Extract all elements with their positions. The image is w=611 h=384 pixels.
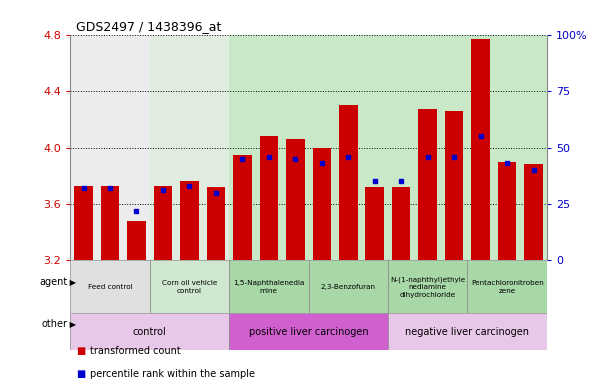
Bar [127,221,145,260]
Text: negative liver carcinogen: negative liver carcinogen [406,327,529,337]
Bar [419,109,437,260]
Bar [339,105,357,260]
Bar [286,139,305,260]
Bar [260,136,278,260]
Bar [70,260,150,313]
Bar [467,260,547,313]
Bar [388,35,467,260]
Bar [313,147,331,260]
Bar [207,187,225,260]
Bar [309,35,388,260]
Bar [229,260,309,313]
Bar [467,35,547,260]
Bar [365,187,384,260]
Bar [75,185,93,260]
Bar [101,185,119,260]
Text: other: other [41,319,67,329]
Text: ■: ■ [76,346,86,356]
Bar [70,313,229,350]
Bar [388,260,467,313]
Text: control: control [133,327,167,337]
Text: ■: ■ [76,369,86,379]
Bar [445,111,463,260]
Bar [150,35,229,260]
Bar [154,185,172,260]
Text: ▶: ▶ [67,320,76,329]
Bar [180,181,199,260]
Bar [233,155,252,260]
Text: GDS2497 / 1438396_at: GDS2497 / 1438396_at [76,20,222,33]
Bar [70,35,150,260]
Bar [229,313,388,350]
Text: transformed count: transformed count [90,346,181,356]
Bar [392,187,411,260]
Bar [472,39,490,260]
Bar [150,260,229,313]
Text: Pentachloronitroben
zene: Pentachloronitroben zene [470,280,544,294]
Text: ▶: ▶ [67,278,76,287]
Text: positive liver carcinogen: positive liver carcinogen [249,327,368,337]
Text: agent: agent [39,277,67,287]
Bar [524,164,543,260]
Text: 1,5-Naphthalenedia
mine: 1,5-Naphthalenedia mine [233,280,304,294]
Text: Feed control: Feed control [87,284,133,290]
Text: percentile rank within the sample: percentile rank within the sample [90,369,255,379]
Text: N-(1-naphthyl)ethyle
nediamine
dihydrochloride: N-(1-naphthyl)ethyle nediamine dihydroch… [390,276,466,298]
Text: Corn oil vehicle
control: Corn oil vehicle control [162,280,217,294]
Bar [309,260,388,313]
Bar [388,313,547,350]
Bar [229,35,309,260]
Text: 2,3-Benzofuran: 2,3-Benzofuran [321,284,376,290]
Bar [498,162,516,260]
